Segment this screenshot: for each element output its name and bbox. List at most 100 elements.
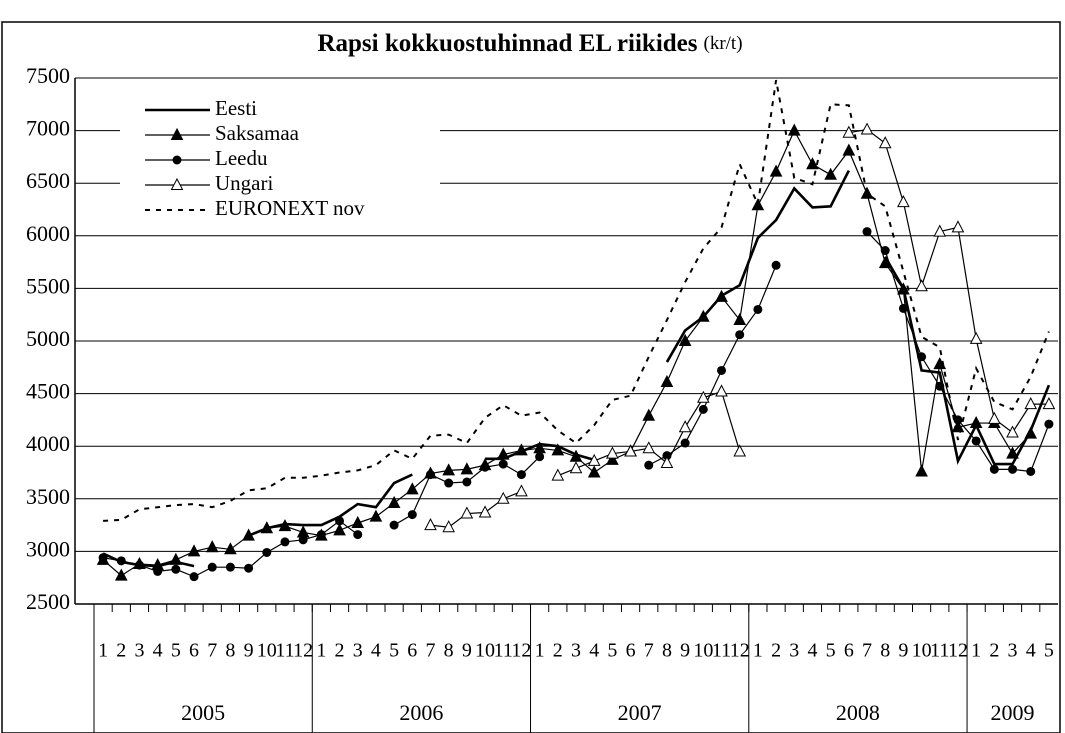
marker (969, 415, 983, 429)
marker (535, 452, 545, 462)
x-tick-label: 11 (275, 640, 294, 662)
marker (515, 443, 528, 456)
marker (862, 227, 872, 237)
marker (715, 289, 728, 302)
marker (696, 309, 710, 322)
marker (1008, 464, 1018, 474)
marker (951, 220, 965, 233)
marker (587, 465, 601, 478)
marker (444, 478, 454, 488)
marker (242, 528, 255, 541)
year-label: 2007 (618, 700, 662, 725)
year-label: 2009 (991, 700, 1035, 725)
marker (898, 303, 908, 313)
y-tick-label: 6000 (26, 221, 70, 246)
marker (771, 260, 781, 270)
marker (424, 518, 437, 531)
marker (460, 462, 474, 475)
x-tick-label: 4 (1026, 640, 1036, 662)
x-tick-label: 7 (644, 640, 654, 662)
marker (678, 420, 692, 433)
marker (897, 282, 910, 295)
marker (569, 461, 583, 474)
marker (606, 446, 619, 459)
x-tick-label: 1 (316, 640, 326, 662)
marker (551, 468, 565, 481)
x-tick-label: 2 (335, 640, 345, 662)
marker (935, 381, 945, 391)
marker (278, 519, 292, 532)
x-tick-label: 7 (862, 640, 872, 662)
marker (515, 484, 528, 497)
y-tick-label: 2500 (26, 589, 70, 614)
marker (480, 462, 490, 472)
marker (169, 552, 183, 565)
y-tick-label: 4500 (26, 379, 70, 404)
x-tick-label: 7 (207, 640, 217, 662)
chart-title-group: Rapsi kokkuostuhinnad EL riikides (kr/t) (317, 30, 742, 57)
x-tick-label: 5 (1044, 640, 1054, 662)
marker (842, 143, 856, 156)
marker (172, 155, 182, 165)
x-tick-label: 6 (189, 640, 199, 662)
marker (1006, 425, 1019, 438)
marker (733, 312, 747, 325)
marker (696, 390, 710, 403)
x-tick-label: 5 (171, 640, 181, 662)
year-label: 2008 (836, 700, 880, 725)
x-tick-label: 10 (475, 640, 495, 662)
marker (516, 470, 526, 480)
marker (298, 535, 308, 545)
marker (442, 520, 456, 533)
legend-label: Ungari (215, 171, 273, 195)
marker (988, 411, 1001, 424)
marker (1006, 446, 1019, 459)
y-tick-label: 7500 (26, 63, 70, 88)
x-tick-label: 9 (898, 640, 908, 662)
x-tick-label: 5 (389, 640, 399, 662)
x-tick-label: 9 (680, 640, 690, 662)
x-tick-label: 11 (494, 640, 513, 662)
x-tick-label: 12 (511, 640, 531, 662)
marker (1026, 466, 1036, 476)
marker (405, 482, 419, 495)
marker (280, 537, 290, 547)
marker (587, 453, 601, 466)
marker (369, 509, 383, 522)
marker (787, 123, 801, 136)
y-tick-label: 5000 (26, 326, 70, 351)
marker (171, 564, 181, 574)
marker (114, 568, 128, 581)
marker (660, 455, 674, 469)
marker (753, 304, 763, 314)
x-tick-label: 4 (371, 640, 381, 662)
marker (624, 444, 637, 457)
marker (407, 510, 417, 520)
marker (205, 540, 219, 553)
legend-label: Leedu (215, 146, 268, 170)
marker (860, 122, 874, 135)
x-tick-label: 8 (444, 640, 454, 662)
marker (116, 556, 126, 566)
x-tick-label: 9 (462, 640, 472, 662)
x-tick-label: 12 (948, 640, 968, 662)
marker (915, 279, 928, 292)
x-tick-label: 6 (626, 640, 636, 662)
x-tick-label: 6 (844, 640, 854, 662)
legend-label: Saksamaa (215, 121, 300, 145)
x-tick-label: 5 (607, 640, 617, 662)
marker (98, 553, 108, 563)
x-tick-label: 6 (407, 640, 417, 662)
x-tick-label: 3 (789, 640, 799, 662)
marker (189, 572, 199, 582)
marker (878, 256, 892, 269)
marker (1044, 419, 1054, 429)
marker (735, 330, 745, 340)
marker (353, 530, 363, 540)
marker (606, 452, 619, 465)
marker (153, 566, 163, 576)
marker (1024, 397, 1038, 410)
x-tick-label: 7 (425, 640, 435, 662)
x-tick-label: 4 (589, 640, 599, 662)
marker (335, 516, 345, 526)
